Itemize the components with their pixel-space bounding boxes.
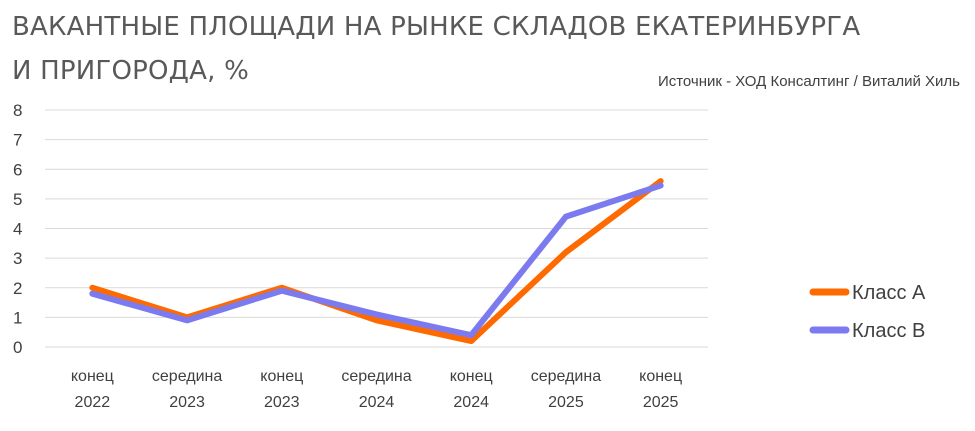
x-axis-ticks: конец 2022 середина 2023 конец 2023 середина 20… (71, 368, 682, 411)
chart-title-line-1: ВАКАНТНЫЕ ПЛОЩАДИ НА РЫНКЕ СКЛАДОВ ЕКАТЕ… (12, 12, 861, 42)
series-line-2 (89, 182, 664, 339)
x-tick-label: 2023 (169, 394, 205, 411)
chart-title-line-2: И ПРИГОРОДА, % (12, 56, 249, 86)
y-tick-label: 1 (13, 308, 22, 327)
x-tick-label: середина (531, 368, 601, 385)
legend-label: Класс В (852, 320, 925, 342)
x-tick-label: конец (71, 368, 114, 385)
y-tick-label: 4 (13, 220, 22, 239)
y-tick-label: 3 (13, 249, 22, 268)
x-tick-label: конец (450, 368, 493, 385)
y-axis-ticks: 0 1 2 3 4 5 6 7 8 (13, 101, 22, 357)
x-tick-label: 2024 (453, 394, 489, 411)
x-tick-label: середина (341, 368, 411, 385)
x-tick-label: конец (639, 368, 682, 385)
x-tick-label: 2025 (643, 394, 679, 411)
x-tick-label: конец (260, 368, 303, 385)
y-tick-label: 7 (13, 131, 22, 150)
y-tick-label: 2 (13, 279, 22, 298)
y-tick-label: 8 (13, 101, 22, 120)
source-caption: Источник - ХОД Консалтинг / Виталий Хиль (657, 73, 960, 90)
series-lines (89, 178, 664, 345)
x-tick-label: 2023 (264, 394, 300, 411)
x-tick-label: 2024 (359, 394, 395, 411)
y-tick-label: 6 (13, 160, 22, 179)
y-tick-label: 5 (13, 190, 22, 209)
legend-label: Класс А (852, 282, 926, 304)
y-tick-label: 0 (13, 338, 22, 357)
x-tick-label: середина (152, 368, 222, 385)
x-tick-label: 2022 (75, 394, 111, 411)
legend: Класс А Класс В (809, 282, 926, 342)
x-tick-label: 2025 (548, 394, 584, 411)
